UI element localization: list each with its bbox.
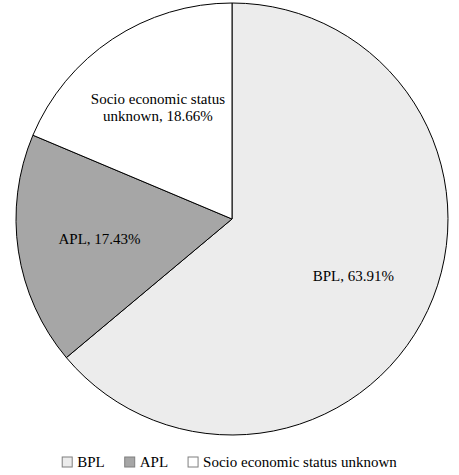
legend-swatch xyxy=(62,457,72,467)
slice xyxy=(33,3,232,219)
slices xyxy=(16,3,448,435)
label-line: unknown, 18.66% xyxy=(103,108,213,124)
data-label: APL, 17.43% xyxy=(59,231,141,247)
legend-label: APL xyxy=(140,454,168,470)
legend-swatch xyxy=(188,457,198,467)
data-label: Socio economic statusunknown, 18.66% xyxy=(91,91,225,124)
legend-label: Socio economic status unknown xyxy=(203,454,397,470)
legend: BPL APL Socio economic status unknown xyxy=(62,454,397,470)
label-line: BPL, 63.91% xyxy=(313,268,394,284)
legend-label: BPL xyxy=(77,454,105,470)
label-line: Socio economic status xyxy=(91,91,225,107)
label-line: APL, 17.43% xyxy=(59,231,141,247)
chart: BPL, 63.91% APL, 17.43% Socio economic sta… xyxy=(0,0,459,475)
legend-swatch xyxy=(125,457,135,467)
data-labels: BPL, 63.91% APL, 17.43% Socio economic sta… xyxy=(59,91,394,284)
data-label: BPL, 63.91% xyxy=(313,268,394,284)
